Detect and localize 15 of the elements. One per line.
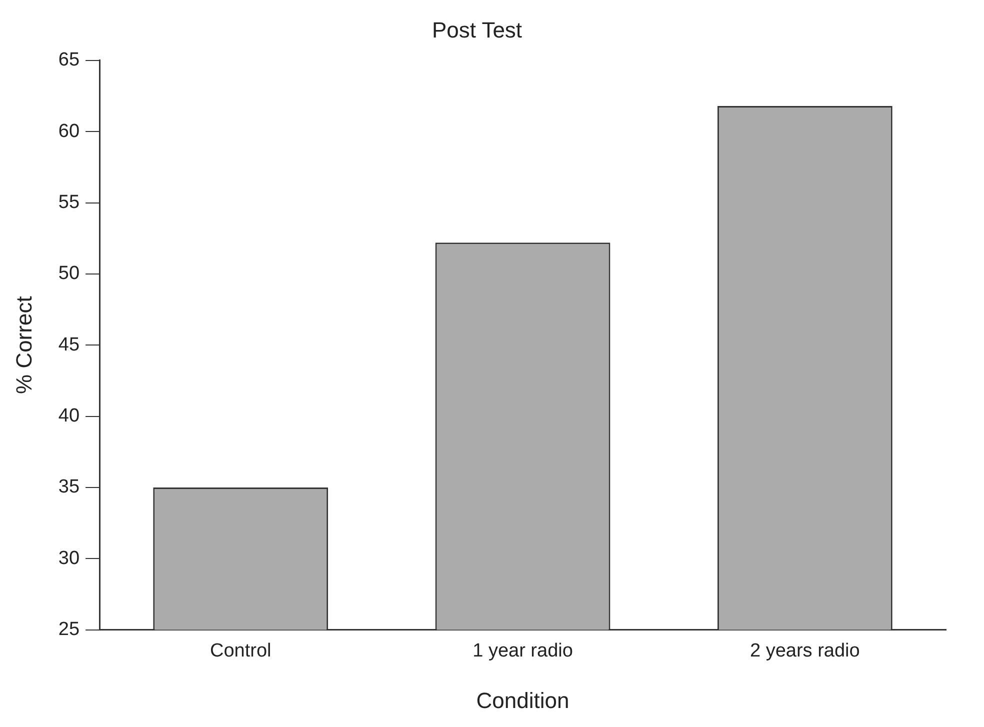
y-tick-label: 55 [58, 192, 80, 213]
x-tick-label: Control [210, 640, 272, 662]
y-tick-label: 60 [58, 120, 80, 142]
x-axis-title: Condition [476, 688, 570, 713]
y-tick-label: 30 [58, 548, 80, 569]
y-tick-label: 35 [58, 476, 80, 498]
y-tick-label: 40 [58, 406, 80, 427]
x-tick-label: 2 years radio [750, 640, 860, 662]
y-axis-title: % Correct [11, 296, 36, 394]
y-tick-label: 65 [58, 50, 80, 71]
chart-title: Post Test [432, 17, 522, 42]
y-tick-label: 50 [58, 263, 80, 284]
x-tick-label: 1 year radio [472, 640, 573, 662]
y-tick-label: 45 [58, 334, 80, 356]
y-tick-label: 25 [58, 619, 80, 640]
